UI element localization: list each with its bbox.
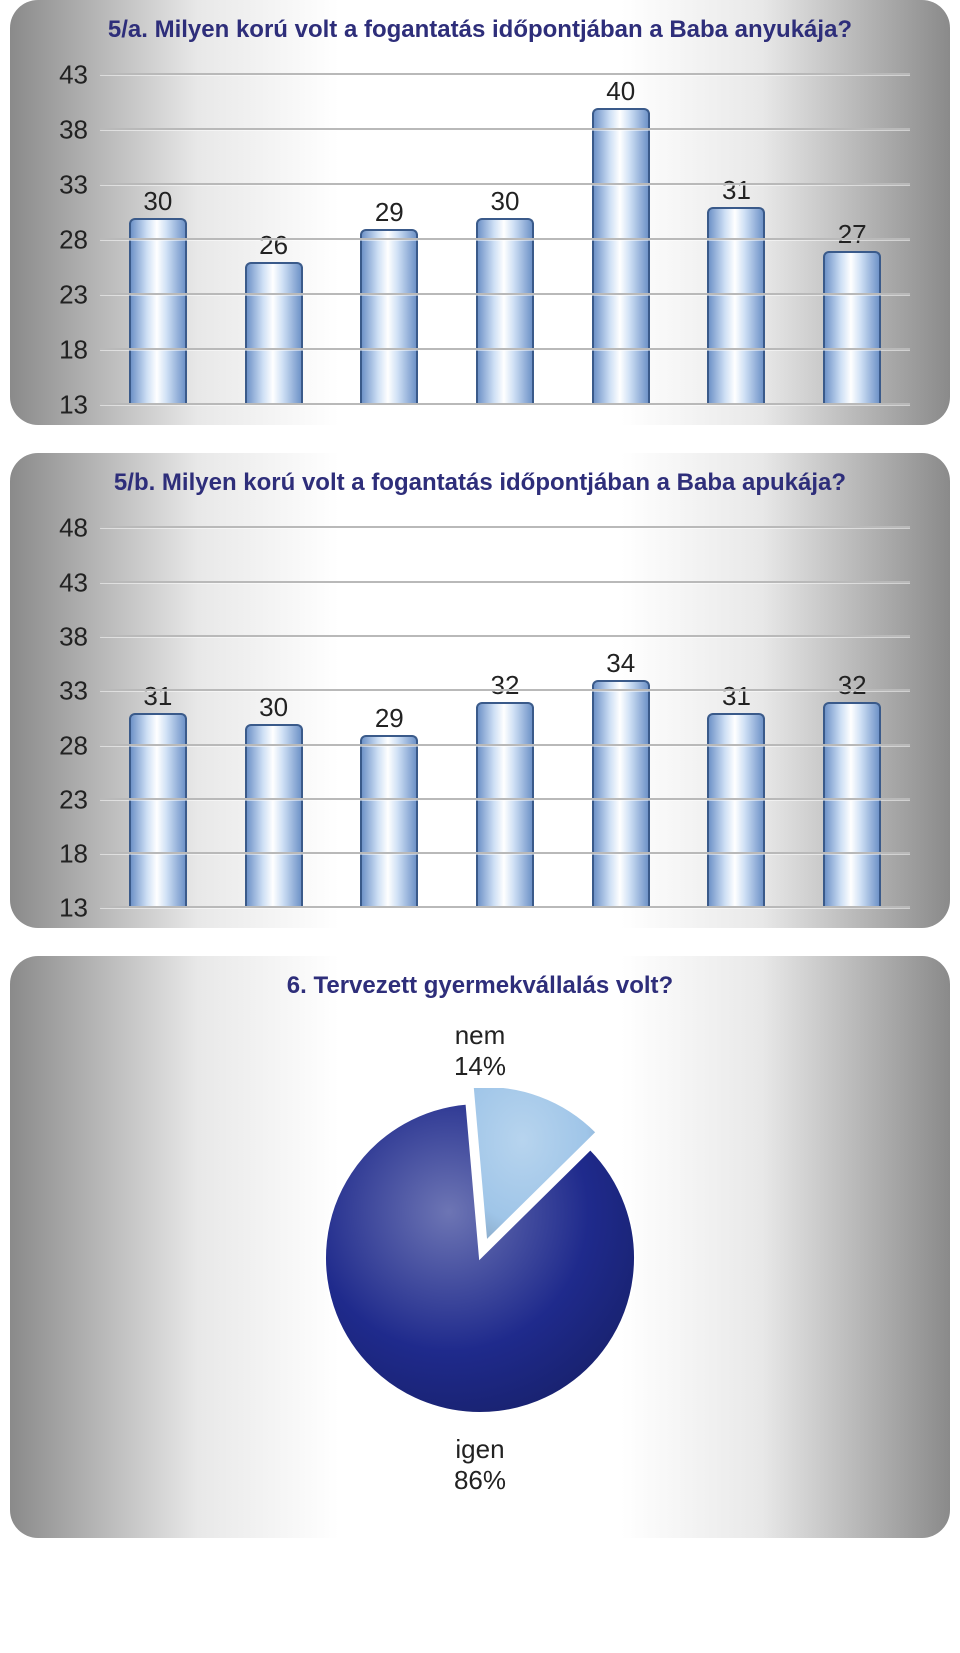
- bar-value-label: 40: [606, 76, 635, 107]
- chart-a-bars: 30 26 29 30 40 31 27: [100, 75, 910, 405]
- gridline: [100, 906, 910, 908]
- bar: 32: [476, 702, 534, 908]
- gridline: [100, 526, 910, 528]
- y-axis-tick-label: 33: [38, 170, 88, 201]
- chart-a-panel: 5/a. Milyen korú volt a fogantatás időpo…: [10, 0, 950, 425]
- bar-value-label: 29: [375, 703, 404, 734]
- y-axis-tick-label: 43: [38, 60, 88, 91]
- bar-slot: 27: [794, 75, 910, 405]
- gridline: [100, 852, 910, 854]
- chart-b-plot: 31302932343132 1318232833384348: [100, 528, 910, 908]
- bar-value-label: 29: [375, 197, 404, 228]
- bar-slot: 30: [100, 75, 216, 405]
- bar: 31: [707, 207, 765, 405]
- bar-value-label: 32: [838, 670, 867, 701]
- bar: 34: [592, 680, 650, 908]
- y-axis-tick-label: 28: [38, 225, 88, 256]
- bar-value-label: 34: [606, 648, 635, 679]
- pie-slice-1-percent: 86%: [454, 1465, 506, 1495]
- bar-value-label: 31: [722, 681, 751, 712]
- bar: 31: [129, 713, 187, 908]
- bar: 29: [360, 229, 418, 405]
- bar: 30: [129, 218, 187, 405]
- bar-value-label: 27: [838, 219, 867, 250]
- chart-c-title: 6. Tervezett gyermekvállalás volt?: [10, 956, 950, 1001]
- bar-slot: 26: [216, 75, 332, 405]
- gridline: [100, 798, 910, 800]
- pie-slice-1-name: igen: [455, 1434, 504, 1464]
- gridline: [100, 744, 910, 746]
- bar: 27: [823, 251, 881, 405]
- bar: 26: [245, 262, 303, 405]
- bar-value-label: 30: [491, 186, 520, 217]
- bar: 30: [476, 218, 534, 405]
- chart-b-body: 31 30 29 32 34 31 32 13 18 23 28 33 38 43 48: [10, 498, 950, 928]
- y-axis-tick-label: 13: [38, 390, 88, 421]
- bar: 30: [245, 724, 303, 909]
- gridline: [100, 183, 910, 185]
- bar: 40: [592, 108, 650, 405]
- y-axis-tick-label: 33: [38, 676, 88, 707]
- bar-value-label: 32: [491, 670, 520, 701]
- chart-a-plot: 30262930403127 13182328333843: [100, 75, 910, 405]
- pie-slice-0-name: nem: [455, 1020, 506, 1050]
- bar-slot: 40: [563, 75, 679, 405]
- gridline: [100, 635, 910, 637]
- bar-slot: 31: [679, 75, 795, 405]
- pie-chart: [300, 1088, 660, 1428]
- y-axis-tick-label: 43: [38, 567, 88, 598]
- gridline: [100, 293, 910, 295]
- bar-slot: 30: [447, 75, 563, 405]
- bar-value-label: 30: [259, 692, 288, 723]
- y-axis-tick-label: 28: [38, 730, 88, 761]
- gridline: [100, 403, 910, 405]
- bar-value-label: 31: [722, 175, 751, 206]
- y-axis-tick-label: 38: [38, 621, 88, 652]
- bar: 32: [823, 702, 881, 908]
- pie-slice-1-label: igen 86%: [454, 1434, 506, 1496]
- bar: 29: [360, 735, 418, 909]
- pie-slice-0-label: nem 14%: [454, 1020, 506, 1082]
- bar: 31: [707, 713, 765, 908]
- chart-c-panel: 6. Tervezett gyermekvállalás volt? nem 1…: [10, 956, 950, 1538]
- gridline: [100, 348, 910, 350]
- y-axis-tick-label: 48: [38, 513, 88, 544]
- y-axis-tick-label: 18: [38, 335, 88, 366]
- bar-value-label: 30: [143, 186, 172, 217]
- bar-slot: 29: [331, 75, 447, 405]
- y-axis-tick-label: 23: [38, 280, 88, 311]
- gridline: [100, 689, 910, 691]
- gridline: [100, 73, 910, 75]
- y-axis-tick-label: 38: [38, 115, 88, 146]
- chart-b-panel: 5/b. Milyen korú volt a fogantatás időpo…: [10, 453, 950, 928]
- chart-b-title: 5/b. Milyen korú volt a fogantatás időpo…: [10, 453, 950, 498]
- bar-value-label: 31: [143, 681, 172, 712]
- gridline: [100, 238, 910, 240]
- gridline: [100, 128, 910, 130]
- y-axis-tick-label: 23: [38, 784, 88, 815]
- chart-a-title: 5/a. Milyen korú volt a fogantatás időpo…: [10, 0, 950, 45]
- chart-a-body: 30 26 29 30 40 31 27 13 18 23 28 33 38 43: [10, 45, 950, 425]
- pie-slice-0-percent: 14%: [454, 1051, 506, 1081]
- gridline: [100, 581, 910, 583]
- y-axis-tick-label: 18: [38, 839, 88, 870]
- y-axis-tick-label: 13: [38, 893, 88, 924]
- bar-value-label: 26: [259, 230, 288, 261]
- chart-c-body: nem 14% igen 86%: [10, 1002, 950, 1529]
